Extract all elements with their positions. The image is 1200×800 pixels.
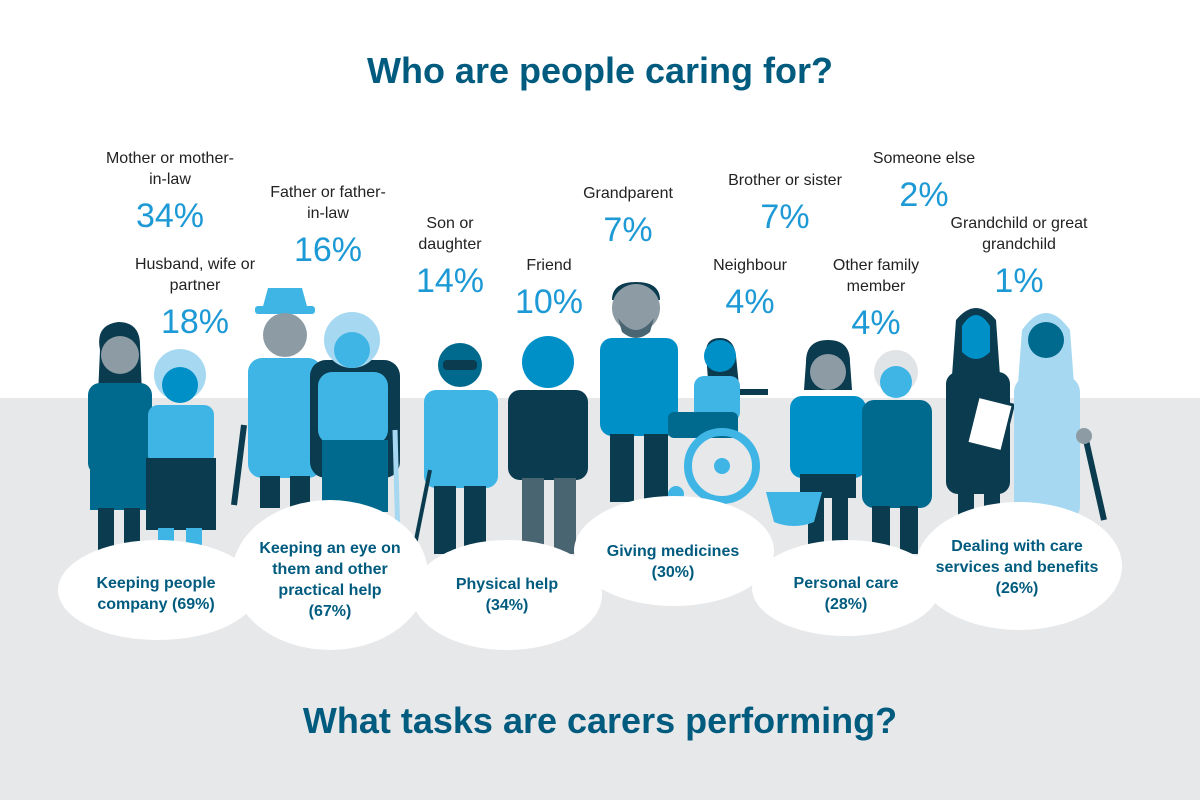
figure-wheelchair-user	[668, 338, 768, 504]
relation-grandparent: Grandparent 7%	[583, 183, 673, 250]
relation-percent: 7%	[760, 198, 810, 236]
relation-someone-else: Someone else 2%	[873, 148, 975, 215]
relation-label: Husband, wife or partner	[134, 256, 256, 294]
relation-other-family: Other family member 4%	[816, 255, 936, 343]
figure-friend	[508, 336, 588, 554]
relation-son-daughter: Son or daughter 14%	[400, 213, 500, 301]
relation-percent: 14%	[415, 262, 485, 300]
page-title: Who are people caring for?	[366, 50, 834, 91]
task-giving-medicines: Giving medicines (30%)	[606, 543, 740, 581]
relation-mother: Mother or mother-in-law 34%	[100, 148, 240, 236]
task-bubble	[412, 540, 602, 650]
relation-label: Son or daughter	[418, 215, 482, 253]
task-keeping-an-eye: Keeping an eye on them and other practic…	[259, 540, 401, 620]
relation-label: Neighbour	[713, 257, 787, 274]
relation-label: Friend	[526, 257, 572, 274]
relation-label: Grandparent	[583, 185, 673, 202]
figure-mother	[88, 322, 152, 550]
figure-elderly-man	[862, 350, 932, 554]
task-bubble	[916, 502, 1122, 630]
relation-grandchild: Grandchild or great grandchild 1%	[944, 213, 1094, 301]
task-keeping-company: Keeping people company (69%)	[96, 575, 216, 613]
task-physical-help: Physical help (34%)	[455, 576, 559, 614]
figure-father	[231, 288, 322, 508]
relation-percent: 7%	[603, 211, 653, 249]
task-bubble	[574, 496, 774, 606]
relation-label: Someone else	[872, 150, 976, 167]
figure-elderly-woman-left	[146, 349, 216, 550]
task-bubble	[58, 540, 258, 640]
relation-brother-sister: Brother or sister 7%	[728, 170, 842, 237]
relation-percent: 2%	[899, 176, 949, 214]
relation-percent: 18%	[160, 303, 230, 341]
task-dealing-with-services: Dealing with care services and benefits …	[935, 538, 1099, 597]
relation-percent: 34%	[135, 197, 205, 235]
relation-label: Father or father-in-law	[270, 184, 386, 222]
task-bubble	[752, 540, 940, 636]
relation-percent: 1%	[994, 262, 1044, 300]
figure-carer-clipboard	[946, 308, 1016, 522]
relation-percent: 10%	[514, 283, 584, 321]
relation-percent: 4%	[851, 304, 901, 342]
relation-label: Other family member	[832, 257, 920, 295]
figure-carer-medicines	[600, 282, 678, 502]
relation-father: Father or father-in-law 16%	[263, 182, 393, 270]
figure-carer-basket	[766, 340, 866, 554]
figure-elderly-grandchild-relative	[1014, 313, 1107, 522]
task-personal-care: Personal care (28%)	[793, 575, 899, 613]
relation-percent: 4%	[725, 283, 775, 321]
relation-label: Brother or sister	[728, 172, 842, 189]
relation-label: Mother or mother-in-law	[105, 150, 235, 188]
task-bubble	[232, 500, 428, 650]
relation-friend: Friend 10%	[515, 255, 583, 322]
relation-partner: Husband, wife or partner 18%	[120, 254, 270, 342]
section-title-tasks: What tasks are carers performing?	[302, 700, 898, 741]
figure-seated-grandmother	[310, 312, 401, 541]
relation-neighbour: Neighbour 4%	[713, 255, 787, 322]
figure-son	[410, 343, 498, 561]
relation-percent: 16%	[293, 231, 363, 269]
relation-label: Grandchild or great grandchild	[950, 215, 1088, 253]
